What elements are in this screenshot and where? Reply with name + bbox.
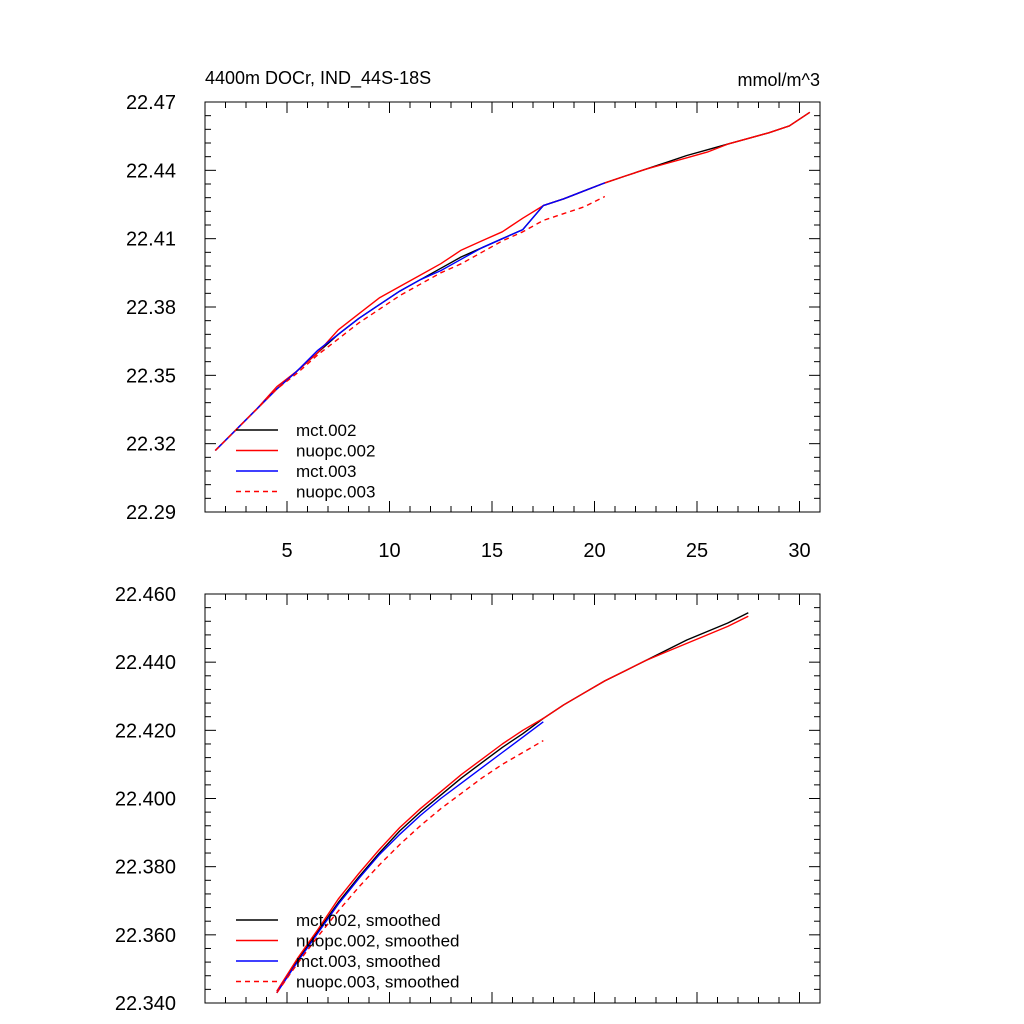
y-tick-label: 22.360 bbox=[115, 925, 176, 947]
y-tick-label: 22.400 bbox=[115, 789, 176, 811]
units-label: mmol/m^3 bbox=[738, 70, 820, 90]
legend: mct.002, smoothed nuopc.002, smoothedmct.… bbox=[236, 911, 460, 992]
legend-label: mct.002 bbox=[296, 421, 356, 440]
y-tick-label: 22.32 bbox=[126, 434, 176, 456]
bottom-panel: 22.340 22.360 22.380 22.400 22.420 22.440 22.4… bbox=[115, 584, 821, 1015]
y-tick-label: 22.340 bbox=[115, 993, 176, 1015]
x-tick-label: 10 bbox=[378, 540, 400, 562]
series-line bbox=[214, 111, 811, 451]
y-tick-label: 22.460 bbox=[115, 584, 176, 606]
chart-title: 4400m DOCr, IND_44S-18S bbox=[205, 68, 431, 89]
y-tick-label: 22.380 bbox=[115, 857, 176, 879]
x-tick-label: 5 bbox=[281, 540, 292, 562]
series-line bbox=[214, 182, 606, 451]
y-tick-label: 22.44 bbox=[126, 160, 176, 182]
legend-label: mct.003, smoothed bbox=[296, 952, 441, 971]
y-tick-label: 22.29 bbox=[126, 502, 176, 524]
legend-label: nuopc.003 bbox=[296, 483, 375, 502]
legend-label: nuopc.003, smoothed bbox=[296, 973, 460, 992]
legend-label: mct.002, smoothed bbox=[296, 911, 441, 930]
y-tick-label: 22.420 bbox=[115, 720, 176, 742]
x-tick-label: 30 bbox=[788, 540, 810, 562]
series-line bbox=[276, 721, 544, 994]
x-tick-label: 15 bbox=[481, 540, 503, 562]
series-line bbox=[276, 615, 749, 992]
legend-label: nuopc.002, smoothed bbox=[296, 932, 460, 951]
y-tick-label: 22.38 bbox=[126, 297, 176, 319]
legend-label: mct.003 bbox=[296, 462, 356, 481]
top-panel: 4400m DOCr, IND_44S-18S mmol/m^3 5 10 15 20… bbox=[126, 68, 821, 562]
legend-label: nuopc.002 bbox=[296, 442, 375, 461]
y-tick-label: 22.440 bbox=[115, 652, 176, 674]
x-tick-label: 25 bbox=[686, 540, 708, 562]
series-line bbox=[276, 739, 544, 994]
x-tick-label: 20 bbox=[583, 540, 605, 562]
y-tick-label: 22.35 bbox=[126, 365, 176, 387]
y-tick-label: 22.41 bbox=[126, 229, 176, 251]
y-tick-label: 22.47 bbox=[126, 92, 176, 114]
series-line bbox=[214, 195, 606, 451]
series-line bbox=[214, 111, 811, 451]
series-line bbox=[276, 612, 749, 994]
